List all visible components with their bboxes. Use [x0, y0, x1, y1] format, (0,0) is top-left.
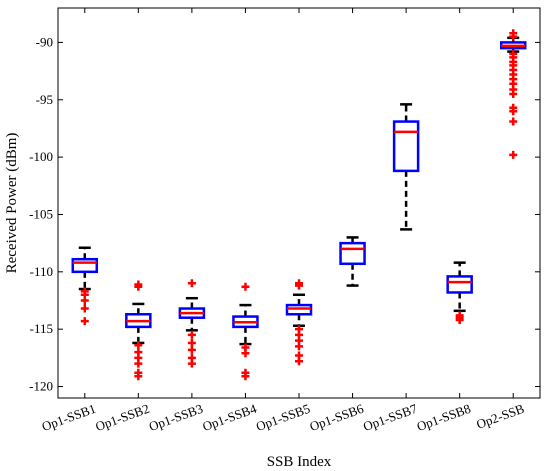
ticks-layer: -120-115-110-105-100-95-90Op1-SSB1Op1-SS… [29, 8, 540, 434]
box-iqr [339, 241, 366, 266]
x-tick-label: Op1-SSB2 [93, 401, 151, 434]
box-group [392, 103, 420, 231]
x-tick-label: Op1-SSB8 [415, 401, 473, 434]
box-iqr [392, 120, 420, 173]
box-group [499, 29, 527, 159]
outlier-point [80, 296, 89, 305]
box-group [178, 279, 206, 368]
outlier-point [295, 357, 303, 366]
outlier-point [241, 372, 250, 381]
x-tick-label: Op2-SSB [474, 401, 526, 432]
outlier-point [134, 282, 143, 291]
x-tick-label: Op1-SSB3 [147, 401, 205, 434]
y-tick-label: -115 [30, 321, 53, 336]
x-tick-label: Op1-SSB1 [40, 401, 98, 434]
y-tick-label: -120 [29, 379, 53, 394]
outlier-point [187, 338, 196, 347]
y-tick-label: -95 [36, 92, 53, 107]
outlier-point [509, 117, 518, 126]
y-tick-label: -100 [29, 149, 53, 164]
outlier-point [80, 304, 89, 313]
x-tick-label: Op1-SSB5 [254, 401, 312, 434]
box-group [285, 279, 313, 366]
boxes-layer [71, 29, 527, 381]
box-group [125, 280, 152, 381]
outlier-point [187, 345, 196, 354]
outlier-point [187, 359, 196, 368]
x-tick-label: Op1-SSB6 [307, 401, 366, 435]
x-axis-label: SSB Index [267, 454, 332, 470]
outlier-point [134, 359, 143, 368]
y-tick-label: -110 [30, 264, 53, 279]
outlier-point [134, 372, 143, 381]
outlier-point [187, 279, 196, 288]
outlier-point [509, 90, 518, 99]
plot-frame [57, 7, 541, 399]
outlier-point [187, 330, 196, 339]
y-tick-label: -90 [36, 34, 53, 49]
outlier-point [134, 341, 143, 350]
outlier-point [295, 281, 303, 290]
box-iqr [446, 275, 473, 294]
box-group [232, 282, 259, 381]
x-tick-label: Op1-SSB4 [200, 401, 259, 435]
outlier-point [241, 349, 250, 358]
outlier-point [509, 107, 518, 116]
box-group [446, 261, 473, 324]
outlier-point [241, 282, 250, 291]
x-tick-label: Op1-SSB7 [361, 401, 420, 435]
outlier-point [80, 317, 89, 326]
outlier-point [509, 150, 518, 159]
outlier-point [295, 342, 303, 351]
box-group [71, 246, 99, 326]
box-iqr [71, 257, 99, 274]
y-axis-label: Received Power (dBm) [4, 133, 20, 274]
box-group [339, 236, 366, 287]
y-tick-label: -105 [29, 206, 53, 221]
outlier-point [509, 32, 518, 41]
outlier-point [455, 316, 464, 324]
